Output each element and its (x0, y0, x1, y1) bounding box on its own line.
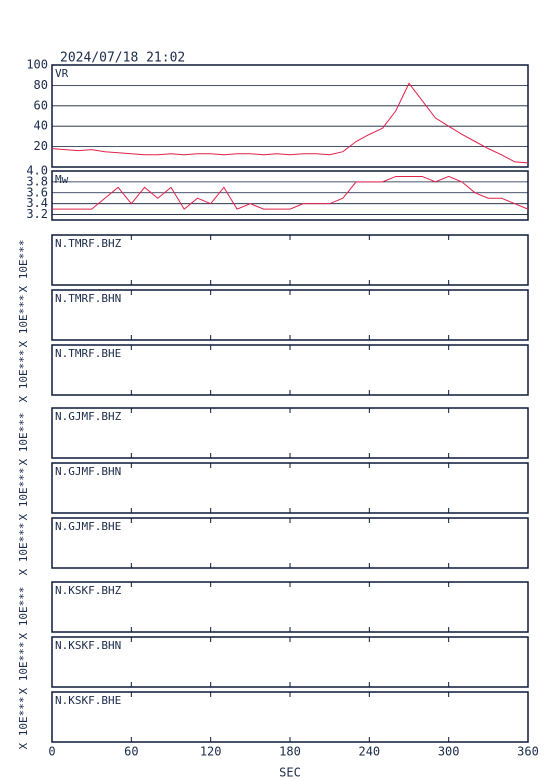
panel-frame (51, 289, 529, 341)
panel-label: N.KSKF.BHN (55, 639, 121, 652)
panel-label: VR (55, 67, 69, 80)
y-tick-label: 40 (34, 119, 48, 133)
panel-label: N.GJMF.BHZ (55, 410, 122, 423)
panel-frame (51, 344, 529, 396)
y-axis-label: X 10E*** (17, 587, 30, 640)
x-tick-label: 60 (124, 745, 138, 759)
panel-label: N.GJMF.BHN (55, 465, 121, 478)
y-tick-label: 3.6 (26, 185, 48, 199)
y-tick-label: 100 (26, 58, 48, 72)
panel-frame (51, 691, 529, 743)
y-tick-label: 3.8 (26, 174, 48, 188)
x-tick-label: 120 (200, 745, 222, 759)
panel-frame (51, 170, 529, 221)
y-axis-label: X 10E*** (17, 413, 30, 466)
y-axis-label: X 10E*** (17, 295, 30, 348)
y-axis-label: X 10E*** (17, 642, 30, 695)
panel-label: N.KSKF.BHE (55, 694, 121, 707)
y-axis-label: X 10E*** (17, 350, 30, 403)
y-tick-label: 3.4 (26, 196, 48, 210)
x-tick-label: 0 (48, 745, 55, 759)
y-axis-label: X 10E*** (17, 697, 30, 750)
x-axis-label: SEC (279, 766, 301, 780)
panel-frame (51, 234, 529, 286)
panel-frame (51, 581, 529, 633)
y-axis-label: X 10E*** (17, 240, 30, 293)
y-axis-label: X 10E*** (17, 468, 30, 521)
x-tick-label: 180 (279, 745, 301, 759)
panel-label: N.TMRF.BHZ (55, 237, 122, 250)
y-tick-label: 80 (34, 78, 48, 92)
y-tick-label: 20 (34, 139, 48, 153)
y-tick-label: 3.2 (26, 207, 48, 221)
panel-label: N.KSKF.BHZ (55, 584, 122, 597)
y-tick-label: 4.0 (26, 164, 48, 178)
panel-label: N.TMRF.BHE (55, 347, 121, 360)
panel-label: Mw (55, 173, 69, 186)
panel-frame (51, 636, 529, 688)
data-line (52, 175, 529, 210)
x-tick-label: 360 (517, 745, 539, 759)
panel-frame (51, 64, 529, 168)
x-tick-label: 300 (438, 745, 460, 759)
y-axis-label: X 10E*** (17, 523, 30, 576)
panel-label: N.GJMF.BHE (55, 520, 121, 533)
data-line (51, 82, 529, 164)
y-tick-label: 60 (34, 98, 48, 112)
panel-frame (51, 407, 529, 459)
panel-frame (51, 517, 529, 569)
x-tick-label: 240 (358, 745, 380, 759)
panel-label: N.TMRF.BHN (55, 292, 121, 305)
chart-title: 2024/07/18 21:02 (60, 51, 185, 66)
panel-frame (51, 462, 529, 514)
